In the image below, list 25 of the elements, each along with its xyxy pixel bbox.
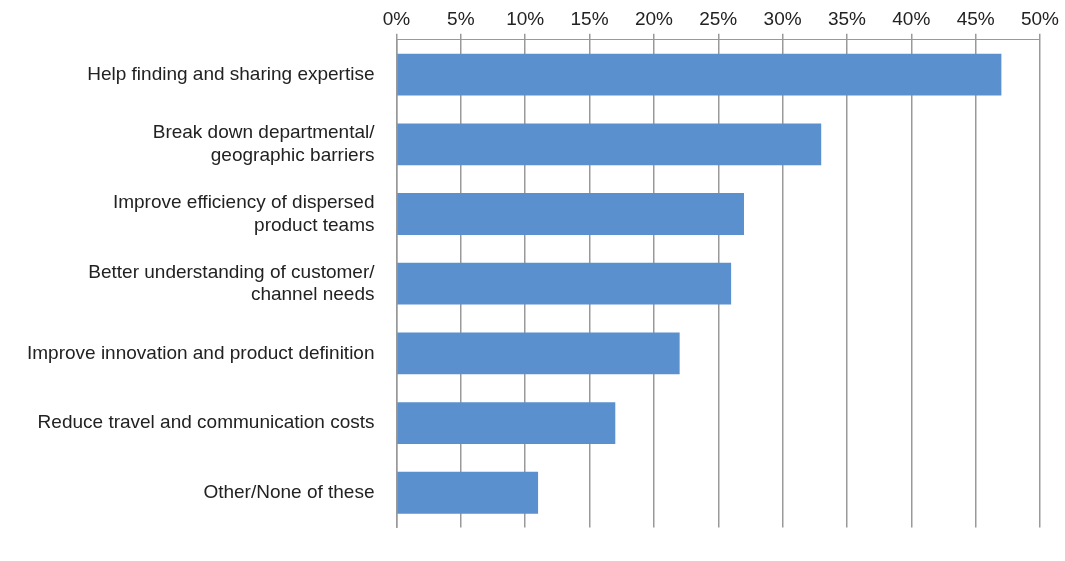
x-tick-label: 20% bbox=[634, 7, 674, 29]
bar bbox=[397, 262, 732, 305]
bar bbox=[397, 193, 744, 235]
bar bbox=[397, 123, 822, 166]
bar bbox=[397, 53, 1002, 96]
x-tick-label: 35% bbox=[827, 7, 867, 29]
x-tick-label: 10% bbox=[506, 7, 545, 29]
x-tick-label: 0% bbox=[382, 7, 411, 29]
x-tick-label: 30% bbox=[763, 7, 802, 29]
x-tick-label: 15% bbox=[570, 7, 609, 29]
y-tick-label: Improve efficiency of dispersed product teams bbox=[112, 190, 375, 235]
y-tick-label: Better understanding of customer/ channel needs bbox=[88, 260, 376, 305]
y-tick-label: Break down departmental/ geographic barriers bbox=[152, 121, 376, 165]
bar bbox=[397, 471, 539, 514]
x-tick-label: 25% bbox=[699, 7, 738, 29]
y-tick-label: Reduce travel and communication costs bbox=[37, 411, 375, 433]
x-tick-label: 45% bbox=[956, 7, 995, 29]
bar bbox=[397, 332, 680, 375]
x-tick-label: 50% bbox=[1020, 7, 1060, 29]
x-tick-label: 40% bbox=[892, 7, 931, 29]
x-tick-label: 5% bbox=[447, 7, 475, 29]
bar bbox=[397, 402, 616, 444]
y-tick-label: Improve innovation and product definition bbox=[26, 341, 375, 363]
y-tick-label: Help finding and sharing expertise bbox=[87, 62, 375, 84]
y-tick-label: Other/None of these bbox=[203, 480, 375, 502]
